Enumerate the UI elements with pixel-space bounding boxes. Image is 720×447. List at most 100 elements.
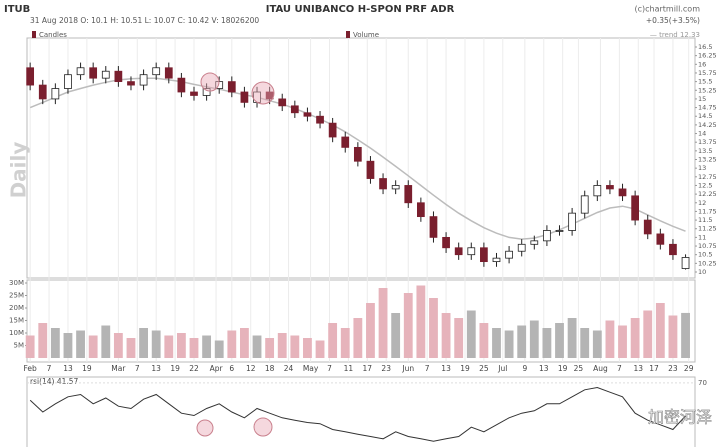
- y-tick-label: 12.25: [698, 190, 717, 198]
- candle-body: [227, 81, 236, 93]
- x-tick-label: 17: [363, 364, 373, 373]
- volume-bar: [315, 340, 325, 358]
- candle-body: [240, 91, 249, 103]
- x-tick-label: 7: [617, 364, 622, 373]
- candle-body: [681, 257, 690, 269]
- volume-bar: [529, 320, 539, 358]
- volume-bar: [189, 338, 199, 358]
- volume-bar: [542, 328, 552, 358]
- candle-body: [202, 88, 211, 96]
- volume-tick-label: 20M: [9, 304, 24, 312]
- watermark: Daily: [7, 142, 31, 199]
- x-tick-label: Feb: [24, 364, 38, 373]
- y-tick-label: 13.75: [698, 138, 717, 146]
- volume-bar: [101, 325, 111, 358]
- chart-title: ITAU UNIBANCO H-SPON PRF ADR: [266, 4, 455, 15]
- volume-bar: [265, 338, 275, 358]
- x-tick-label: 7: [135, 364, 140, 373]
- volume-bar: [353, 318, 363, 358]
- volume-tick-label: 10M: [9, 329, 24, 337]
- volume-bar: [76, 330, 85, 358]
- y-tick-label: 14.75: [698, 104, 717, 112]
- volume-bar: [126, 338, 136, 358]
- volume-bar: [151, 330, 161, 358]
- x-tick-label: 7: [327, 364, 332, 373]
- x-tick-label: Jul: [497, 364, 507, 373]
- y-tick-label: 14.5: [698, 112, 712, 120]
- volume-bar: [403, 293, 413, 358]
- x-tick-label: Aug: [593, 364, 608, 373]
- candle-body: [76, 67, 85, 76]
- x-tick-label: 23: [668, 364, 678, 373]
- x-tick-label: 23: [381, 364, 391, 373]
- volume-tick-label: 5M: [14, 342, 25, 350]
- volume-bar: [214, 340, 224, 358]
- candle-body: [391, 185, 400, 190]
- candle-body: [404, 185, 413, 204]
- candle-body: [177, 77, 186, 93]
- candle-body: [555, 230, 564, 232]
- x-tick-label: 24: [284, 364, 294, 373]
- volume-bar: [63, 333, 73, 358]
- volume-bar: [580, 328, 590, 358]
- candle-body: [417, 202, 425, 218]
- candle-body: [530, 240, 539, 245]
- candle-body: [467, 247, 476, 256]
- volume-bar: [50, 328, 60, 358]
- x-tick-label: Apr: [210, 364, 224, 373]
- legend-volume: Volume: [353, 31, 379, 39]
- credit: 加密河泽: [648, 408, 712, 427]
- y-tick-label: 11: [698, 233, 706, 241]
- candle-body: [127, 81, 135, 86]
- volume-bar: [252, 335, 262, 358]
- candle-body: [492, 257, 501, 263]
- y-tick-label: 15: [698, 95, 706, 103]
- highlight: [253, 417, 273, 437]
- x-tick-label: 6: [229, 364, 234, 373]
- volume-bar: [139, 328, 148, 358]
- legend-volume-icon: [346, 31, 350, 38]
- volume-bar: [227, 330, 237, 358]
- plot-layer: 1010.2510.510.751111.2511.511.751212.251…: [9, 38, 717, 442]
- x-tick-label: 13: [441, 364, 451, 373]
- candle-body: [152, 67, 161, 76]
- x-tick-label: 13: [539, 364, 549, 373]
- candle-body: [101, 70, 110, 79]
- y-tick-label: 16.25: [698, 52, 717, 60]
- candle-body: [265, 91, 274, 100]
- volume-bar: [240, 328, 249, 358]
- volume-bar: [164, 335, 174, 358]
- y-tick-label: 15.25: [698, 86, 717, 94]
- x-tick-label: 18: [265, 364, 275, 373]
- y-tick-label: 10.5: [698, 251, 712, 259]
- x-tick-label: 7: [47, 364, 52, 373]
- candle-body: [593, 185, 602, 197]
- volume-bar: [277, 333, 287, 358]
- x-tick-label: 13: [63, 364, 73, 373]
- x-tick-label: 25: [479, 364, 489, 373]
- volume-bar: [592, 330, 602, 358]
- x-tick-label: 9: [522, 364, 527, 373]
- y-tick-label: 10: [698, 268, 706, 276]
- candle-body: [26, 67, 35, 86]
- candle-body: [656, 233, 665, 245]
- y-tick-label: 11.5: [698, 216, 712, 224]
- x-tick-label: 29: [684, 364, 694, 373]
- candle-body: [164, 67, 173, 79]
- volume-bar: [429, 298, 438, 358]
- rsi-line: [29, 386, 686, 442]
- volume-tick-label: 15M: [9, 317, 24, 325]
- volume-bar: [25, 335, 35, 358]
- candle-body: [580, 195, 589, 214]
- candle-body: [114, 70, 123, 83]
- candle-body: [51, 88, 60, 100]
- volume-bar: [202, 335, 212, 358]
- x-tick-label: 11: [344, 364, 354, 373]
- x-tick-label: 13: [151, 364, 161, 373]
- highlight: [251, 81, 275, 105]
- candle-body: [505, 250, 513, 259]
- volume-bar: [391, 313, 401, 358]
- x-tick-label: 25: [574, 364, 584, 373]
- y-tick-label: 10.75: [698, 242, 717, 250]
- x-tick-label: Jun: [401, 364, 414, 373]
